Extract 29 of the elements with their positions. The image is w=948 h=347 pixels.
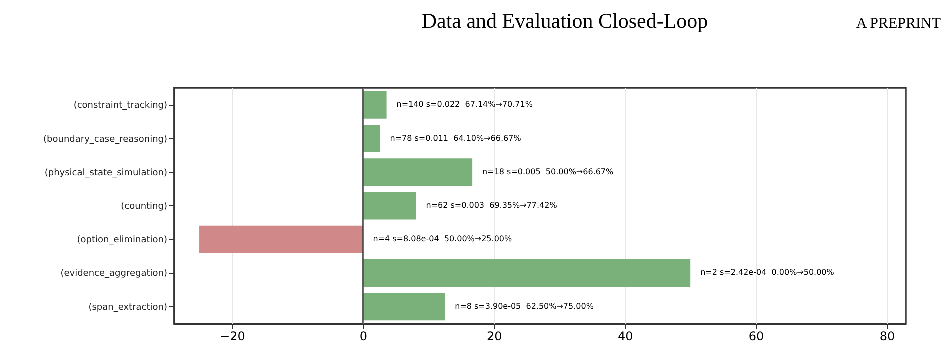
chart-title: Data and Evaluation Closed-Loop <box>422 9 708 33</box>
y-tick-label: (option_elimination) <box>77 236 168 246</box>
y-tick-label: (span_extraction) <box>88 302 168 313</box>
y-tick-label: (constraint_tracking) <box>74 101 168 112</box>
annotation: n=140 s=0.022 67.14%→70.71% <box>396 100 534 110</box>
x-tick-label: 0 <box>360 330 368 344</box>
annotation: n=78 s=0.011 64.10%→66.67% <box>390 134 522 143</box>
text: A PREPRINT <box>856 16 941 32</box>
annotation: n=8 s=3.90e-05 62.50%→75.00% <box>455 302 594 311</box>
annotation: n=2 s=2.42e-04 0.00%→50.00% <box>700 268 835 278</box>
y-tick-label: (physical_state_simulation) <box>44 168 168 178</box>
annotation: n=18 s=0.005 50.00%→66.67% <box>482 167 614 176</box>
x-tick-label: −20 <box>220 330 246 344</box>
bar <box>363 158 473 186</box>
y-tick-label: (boundary_case_reasoning) <box>44 134 168 145</box>
bar <box>363 293 446 321</box>
x-tick-label: 60 <box>748 330 764 344</box>
bar <box>200 226 364 254</box>
x-tick-label: 80 <box>880 330 896 344</box>
bar <box>363 192 416 220</box>
y-tick-label: (evidence_aggregation) <box>60 269 168 280</box>
bar <box>363 124 380 153</box>
annotation: n=62 s=0.003 69.35%→77.42% <box>426 201 558 210</box>
x-tick-label: 20 <box>487 330 502 344</box>
x-tick-label: 40 <box>618 330 634 344</box>
bar <box>363 259 691 288</box>
bar <box>363 91 387 119</box>
y-tick-label: (counting) <box>121 202 168 212</box>
annotation: n=4 s=8.08e-04 50.00%→25.00% <box>373 234 512 244</box>
